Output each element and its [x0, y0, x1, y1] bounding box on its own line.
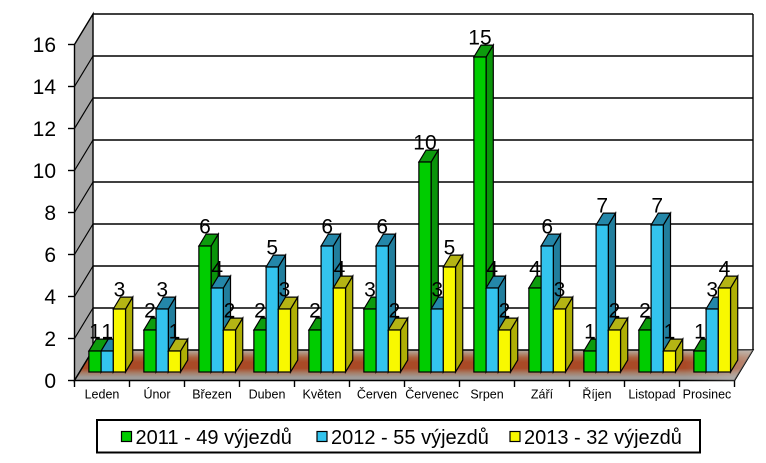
- svg-text:2: 2: [639, 299, 651, 322]
- svg-text:1: 1: [694, 320, 706, 343]
- svg-text:16: 16: [33, 34, 56, 57]
- svg-text:2: 2: [254, 299, 266, 322]
- svg-text:6: 6: [541, 215, 553, 238]
- svg-text:7: 7: [596, 194, 608, 217]
- svg-text:7: 7: [651, 194, 663, 217]
- svg-text:2: 2: [309, 299, 321, 322]
- svg-text:6: 6: [199, 215, 211, 238]
- svg-text:6: 6: [376, 215, 388, 238]
- svg-text:3: 3: [431, 278, 443, 301]
- svg-text:Květen: Květen: [303, 388, 342, 402]
- svg-text:8: 8: [44, 202, 56, 225]
- svg-text:1: 1: [89, 320, 101, 343]
- svg-text:3: 3: [156, 278, 168, 301]
- svg-text:5: 5: [444, 236, 456, 259]
- svg-text:3: 3: [364, 278, 376, 301]
- svg-text:5: 5: [266, 236, 278, 259]
- svg-text:2013 - 32 výjezdů: 2013 - 32 výjezdů: [524, 427, 682, 449]
- svg-text:Září: Září: [531, 388, 554, 402]
- svg-text:2: 2: [144, 299, 156, 322]
- svg-text:Únor: Únor: [143, 387, 170, 402]
- svg-text:12: 12: [33, 118, 56, 141]
- svg-text:10: 10: [33, 160, 56, 183]
- svg-text:2012 - 55 výjezdů: 2012 - 55 výjezdů: [331, 427, 489, 449]
- svg-text:15: 15: [468, 26, 491, 49]
- svg-text:4: 4: [211, 257, 223, 280]
- svg-text:Leden: Leden: [85, 388, 120, 402]
- svg-text:0: 0: [44, 370, 56, 393]
- svg-text:Červenec: Červenec: [405, 387, 459, 402]
- svg-text:3: 3: [279, 278, 291, 301]
- svg-text:Březen: Březen: [192, 388, 232, 402]
- svg-text:1: 1: [584, 320, 596, 343]
- svg-text:3: 3: [114, 278, 126, 301]
- svg-text:10: 10: [413, 131, 436, 154]
- svg-text:2: 2: [609, 299, 621, 322]
- svg-text:6: 6: [44, 244, 56, 267]
- svg-text:4: 4: [486, 257, 498, 280]
- svg-text:1: 1: [101, 320, 113, 343]
- svg-text:4: 4: [719, 257, 731, 280]
- svg-text:2011 - 49 výjezdů: 2011 - 49 výjezdů: [136, 427, 292, 449]
- svg-text:Prosinec: Prosinec: [683, 388, 732, 402]
- svg-text:4: 4: [529, 257, 541, 280]
- svg-text:4: 4: [44, 286, 56, 309]
- svg-text:Říjen: Říjen: [582, 387, 611, 402]
- svg-text:14: 14: [33, 76, 57, 99]
- svg-text:Červen: Červen: [357, 387, 397, 402]
- svg-text:6: 6: [321, 215, 333, 238]
- svg-text:3: 3: [554, 278, 566, 301]
- svg-text:1: 1: [664, 320, 676, 343]
- svg-text:1: 1: [169, 320, 181, 343]
- svg-text:3: 3: [706, 278, 718, 301]
- svg-text:Duben: Duben: [249, 388, 286, 402]
- svg-text:2: 2: [224, 299, 236, 322]
- svg-text:Srpen: Srpen: [470, 388, 503, 402]
- svg-text:2: 2: [44, 328, 56, 351]
- svg-text:4: 4: [334, 257, 346, 280]
- svg-text:Listopad: Listopad: [628, 388, 675, 402]
- svg-text:2: 2: [389, 299, 401, 322]
- svg-text:2: 2: [499, 299, 511, 322]
